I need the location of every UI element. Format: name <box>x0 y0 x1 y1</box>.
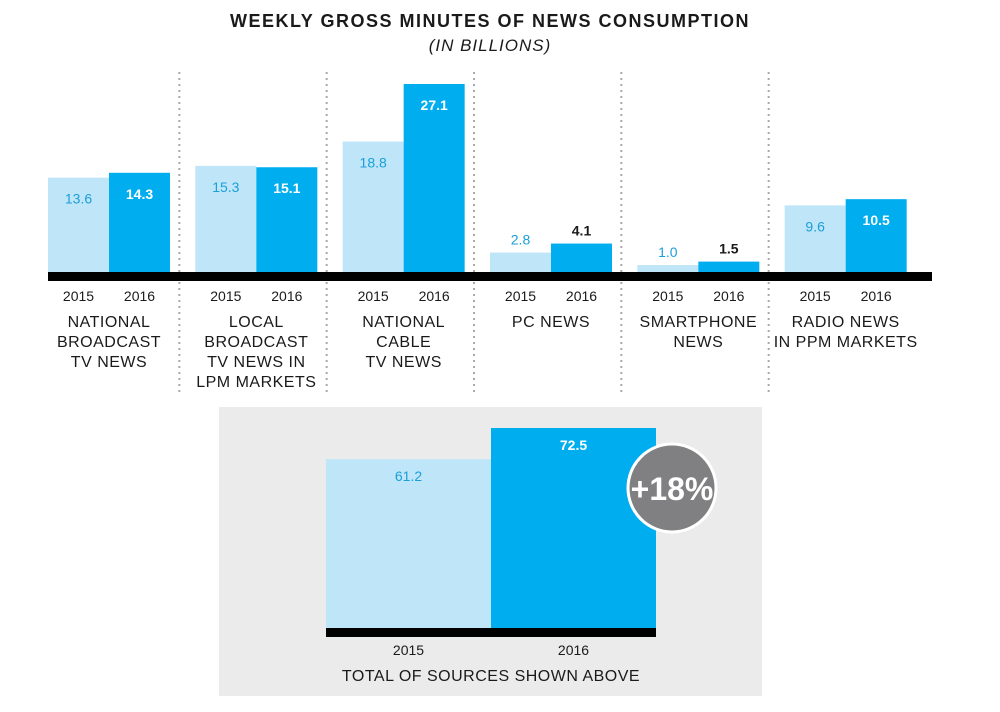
bar-2015 <box>637 265 699 272</box>
category-label: TV NEWS <box>365 354 441 371</box>
chart-title: WEEKLY GROSS MINUTES OF NEWS CONSUMPTION <box>230 11 750 31</box>
bar-2016 <box>551 243 612 272</box>
category-label: BROADCAST <box>57 334 161 351</box>
tick-label: 2016 <box>124 288 155 304</box>
tick-label: 2016 <box>419 288 450 304</box>
bar-2015 <box>48 177 109 272</box>
category-label: TV NEWS <box>71 354 147 371</box>
category-label: CABLE <box>376 334 431 351</box>
data-label: 10.5 <box>863 212 890 228</box>
total-bar-2015 <box>326 459 491 628</box>
data-label: 27.1 <box>421 97 448 113</box>
tick-label: 2015 <box>358 288 389 304</box>
data-label: 18.8 <box>360 155 387 171</box>
data-label: 15.3 <box>212 179 239 195</box>
bar-2016 <box>109 172 170 272</box>
tick-label: 2016 <box>861 288 892 304</box>
baseline <box>48 272 932 281</box>
data-label: 14.3 <box>126 186 153 202</box>
total-data-label: 61.2 <box>395 468 422 484</box>
tick-label: 2016 <box>271 288 302 304</box>
bar-2015 <box>342 141 404 272</box>
total-tick-label: 2016 <box>558 642 589 658</box>
bar-2016 <box>403 84 465 272</box>
tick-label: 2015 <box>63 288 94 304</box>
data-label: 4.1 <box>572 223 592 239</box>
category-label: LPM MARKETS <box>196 374 316 391</box>
bar-2016 <box>698 261 760 272</box>
data-label: 13.6 <box>65 191 92 207</box>
category-label: IN PPM MARKETS <box>774 334 918 351</box>
category-label: NATIONAL <box>362 314 445 331</box>
data-label: 15.1 <box>273 180 300 196</box>
tick-label: 2015 <box>210 288 241 304</box>
total-tick-label: 2015 <box>393 642 424 658</box>
data-label: 1.0 <box>658 244 678 260</box>
data-label: 9.6 <box>805 218 825 234</box>
tick-label: 2016 <box>566 288 597 304</box>
category-label: RADIO NEWS <box>792 314 900 331</box>
total-title: TOTAL OF SOURCES SHOWN ABOVE <box>342 668 640 685</box>
category-label: SMARTPHONE <box>640 314 758 331</box>
category-label: NEWS <box>673 334 723 351</box>
data-label: 2.8 <box>511 232 531 248</box>
data-label: 1.5 <box>719 241 739 257</box>
tick-label: 2015 <box>505 288 536 304</box>
category-label: BROADCAST <box>204 334 308 351</box>
tick-label: 2015 <box>800 288 831 304</box>
bar-2015 <box>490 252 551 272</box>
bar-2016 <box>845 199 907 272</box>
total-data-label: 72.5 <box>560 437 587 453</box>
bar-2016 <box>256 167 318 272</box>
tick-label: 2015 <box>652 288 683 304</box>
category-label: NATIONAL <box>68 314 151 331</box>
category-label: PC NEWS <box>512 314 590 331</box>
total-bar-2016 <box>491 428 656 628</box>
tick-label: 2016 <box>713 288 744 304</box>
bar-2015 <box>784 205 846 272</box>
total-baseline <box>326 628 656 637</box>
category-label: TV NEWS IN <box>207 354 305 371</box>
change-badge <box>626 442 718 534</box>
chart-subtitle: (IN BILLIONS) <box>429 36 552 55</box>
category-label: LOCAL <box>229 314 284 331</box>
change-badge-label: +18% <box>631 471 714 507</box>
bar-2015 <box>195 165 257 272</box>
